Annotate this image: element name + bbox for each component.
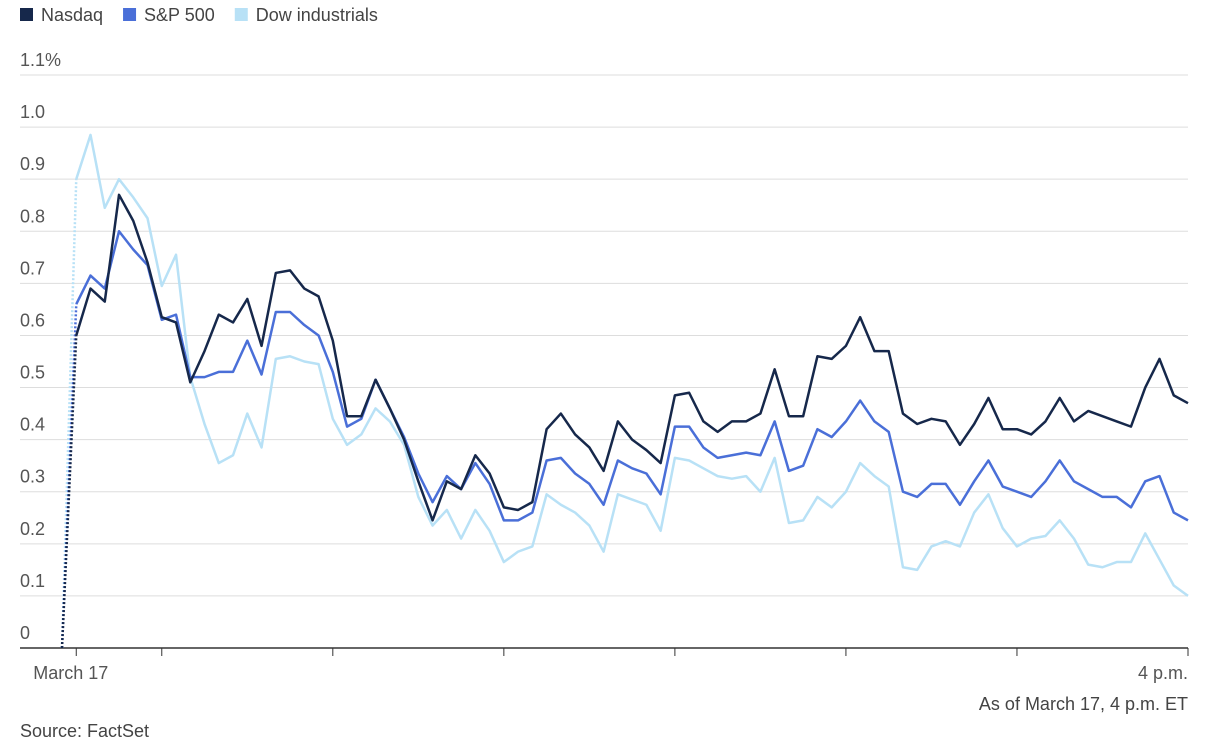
legend-swatch <box>20 8 33 21</box>
y-tick-label: 1.1% <box>20 50 61 70</box>
series-line <box>75 133 1189 597</box>
y-tick-label: 0.7 <box>20 258 45 278</box>
series-line-start <box>60 335 78 649</box>
y-tick-label: 0.3 <box>20 467 45 487</box>
legend-label: Nasdaq <box>41 5 103 25</box>
y-tick-label: 0.4 <box>20 415 45 435</box>
note: As of March 17, 4 p.m. ET <box>979 694 1188 714</box>
x-tick-label: March 17 <box>33 663 108 683</box>
legend-label: Dow industrials <box>256 5 378 25</box>
legend-swatch <box>234 8 248 21</box>
source: Source: FactSet <box>20 721 149 741</box>
y-tick-label: 0.1 <box>20 571 45 591</box>
x-tick-label: 4 p.m. <box>1138 663 1188 683</box>
legend-swatch <box>123 8 137 21</box>
y-tick-label: 0.5 <box>20 363 45 383</box>
series-line-start <box>60 179 78 649</box>
series-line <box>75 193 1189 522</box>
y-tick-label: 0.2 <box>20 519 45 539</box>
y-tick-label: 0.6 <box>20 310 45 330</box>
y-tick-label: 1.0 <box>20 102 45 122</box>
y-tick-label: 0.9 <box>20 154 45 174</box>
legend-label: S&P 500 <box>144 5 215 25</box>
y-tick-label: 0 <box>20 623 30 643</box>
y-tick-label: 0.8 <box>20 206 45 226</box>
series-line <box>75 230 1189 522</box>
